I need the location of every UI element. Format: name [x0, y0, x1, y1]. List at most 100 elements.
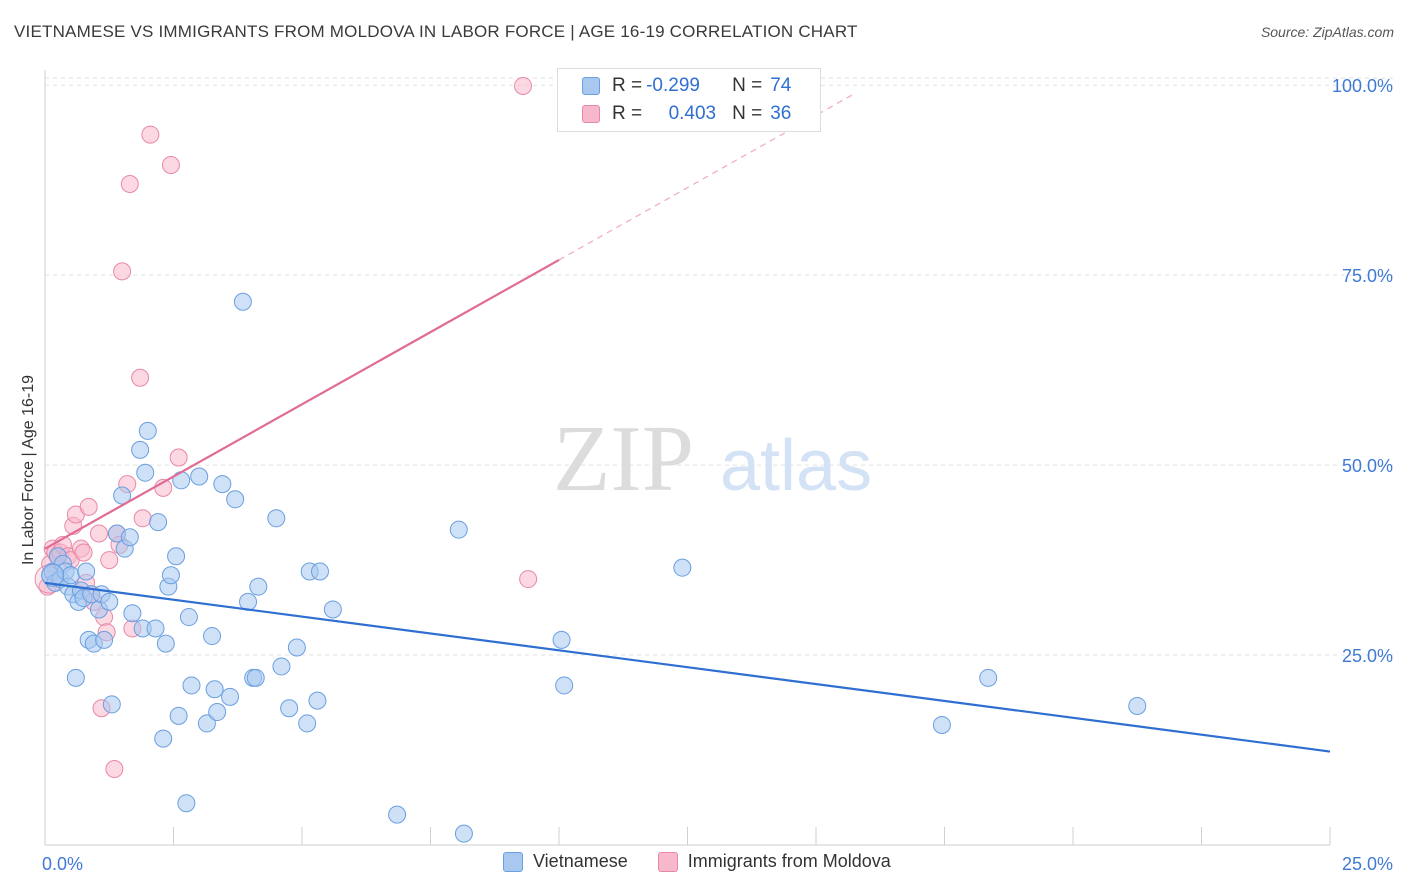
moldova-point [100, 551, 119, 570]
vietnamese-point [131, 440, 150, 459]
vietnamese-point [205, 680, 224, 699]
legend-r-value: -0.299 [646, 75, 700, 96]
vietnamese-point [77, 562, 96, 581]
moldova-point [89, 524, 108, 543]
vietnamese-point [123, 604, 142, 623]
legend-n-value: 74 [770, 75, 792, 96]
bottom-legend-moldova: Immigrants from Moldova [657, 851, 891, 872]
vietnamese-point [310, 562, 329, 581]
vietnamese-point [61, 566, 80, 585]
vietnamese-point [272, 657, 291, 676]
vietnamese-point [190, 467, 209, 486]
legend-n-label: N = [732, 103, 763, 124]
moldova-point [105, 760, 124, 779]
legend-row-moldova: R = 0.403 N = 36 [582, 102, 807, 126]
moldova-point [113, 262, 132, 281]
vietnamese-point [197, 714, 216, 733]
vietnamese-point [169, 706, 188, 725]
chart-title: VIETNAMESE VS IMMIGRANTS FROM MOLDOVA IN… [14, 22, 858, 41]
vietnamese-point [95, 630, 114, 649]
legend-n-label: N = [732, 75, 763, 96]
watermark-atlas: atlas [720, 426, 872, 506]
vietnamese-point [552, 630, 571, 649]
vietnamese-point [154, 729, 173, 748]
vietnamese-point [149, 513, 168, 532]
y-tick-label: 50.0% [1342, 456, 1393, 476]
vietnamese-point [203, 627, 222, 646]
axes [44, 70, 1331, 846]
vietnamese-point [120, 528, 139, 547]
vietnamese-trend-line [44, 581, 1331, 753]
vietnamese-point [146, 619, 165, 638]
gridlines [45, 77, 1395, 656]
vietnamese-point [323, 600, 342, 619]
vietnamese-point [208, 703, 227, 722]
vietnamese-point [179, 608, 198, 627]
watermark-zip: ZIP [553, 407, 694, 511]
vietnamese-point [454, 824, 473, 843]
bottom-legend-label: Immigrants from Moldova [687, 851, 891, 871]
y-tick-label: 25.0% [1342, 646, 1393, 666]
moldova-point [133, 509, 152, 528]
moldova-point [141, 125, 160, 144]
vietnamese-point [100, 592, 119, 611]
vietnamese-point [267, 509, 286, 528]
vietnamese-point [308, 691, 327, 710]
vietnamese-point [102, 695, 121, 714]
vietnamese-point [1128, 696, 1147, 715]
vietnamese-point [233, 292, 252, 311]
y-tick-label: 75.0% [1342, 266, 1393, 286]
x-tick-label: 0.0% [42, 854, 83, 874]
vietnamese-point [249, 577, 268, 596]
moldova-point [161, 155, 180, 174]
moldova-point [120, 174, 139, 193]
moldova-point [131, 368, 150, 387]
moldova-trend-line [44, 258, 560, 550]
bottom-legend-label: Vietnamese [533, 851, 628, 871]
bottom-legend-swatch-blue [503, 851, 523, 872]
legend-n-value: 36 [770, 103, 792, 124]
vietnamese-point [161, 566, 180, 585]
legend-swatch-pink [582, 105, 600, 123]
x-tick-label: 25.0% [1342, 854, 1393, 874]
bottom-legend-swatch-pink [657, 851, 678, 872]
vietnamese-point [449, 520, 468, 539]
vietnamese-point-cluster [41, 563, 65, 587]
vietnamese-point [182, 676, 201, 695]
vietnamese-point [298, 714, 317, 733]
vietnamese-point [555, 676, 574, 695]
moldova-point [169, 448, 188, 467]
watermark: ZIP atlas [553, 407, 872, 511]
vietnamese-point [113, 486, 132, 505]
vietnamese-point [136, 463, 155, 482]
vietnamese-point [138, 421, 157, 440]
vietnamese-point [66, 668, 85, 687]
vietnamese-point [932, 715, 951, 734]
legend-r-label: R = [612, 103, 643, 124]
correlation-legend: R = -0.299 N = 74 R = 0.403 N = 36 [557, 68, 821, 132]
vietnamese-point [673, 558, 692, 577]
vietnamese-point [388, 805, 407, 824]
y-tick-label: 100.0% [1332, 76, 1393, 96]
bottom-legend-vietnamese: Vietnamese [503, 851, 628, 872]
vietnamese-point [979, 668, 998, 687]
series-vietnamese [41, 292, 1147, 843]
legend-row-vietnamese: R = -0.299 N = 74 [582, 74, 807, 98]
tick-labels: 25.0% 50.0% 75.0% 100.0% 0.0% 25.0% [42, 76, 1393, 874]
vietnamese-point [221, 687, 240, 706]
vietnamese-point [177, 794, 196, 813]
vietnamese-point [213, 475, 232, 494]
vietnamese-point [280, 699, 299, 718]
moldova-point [74, 543, 93, 562]
legend-r-value: 0.403 [668, 103, 717, 124]
vietnamese-point [156, 634, 175, 653]
legend-r-label: R = [612, 75, 643, 96]
vietnamese-point [226, 490, 245, 509]
source-label: Source: ZipAtlas.com [1260, 24, 1394, 40]
legend-swatch-blue [582, 77, 600, 95]
moldova-point [514, 76, 533, 95]
moldova-point [79, 497, 98, 516]
y-axis-label: In Labor Force | Age 16-19 [20, 374, 37, 566]
bottom-legend: Vietnamese Immigrants from Moldova [503, 851, 921, 872]
